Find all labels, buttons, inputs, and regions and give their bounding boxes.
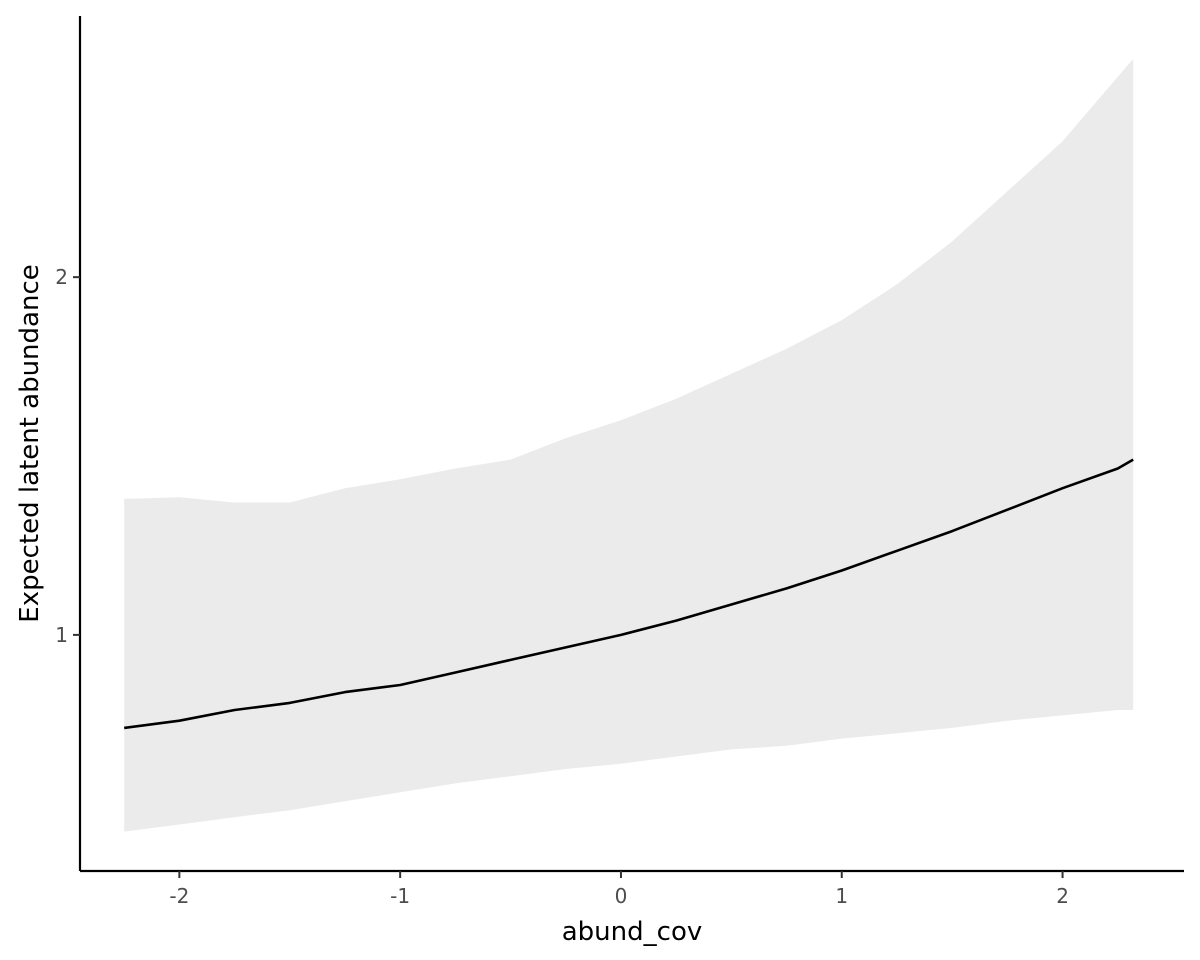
x-axis-ticks: -2 -1 0 1 2 — [169, 871, 1069, 908]
x-tick-label: -2 — [169, 884, 189, 908]
y-tick-label: 1 — [55, 623, 68, 647]
mean-line — [124, 458, 1134, 730]
x-tick-label: 0 — [615, 884, 628, 908]
y-axis-title: Expected latent abundance — [15, 264, 45, 622]
x-tick-label: 1 — [835, 884, 848, 908]
plot-area — [124, 58, 1134, 832]
y-axis-ticks: 12 — [55, 265, 80, 647]
x-axis-title: abund_cov — [562, 917, 703, 947]
y-tick-label: 2 — [55, 265, 68, 289]
x-tick-label: -1 — [390, 884, 410, 908]
confidence-ribbon — [124, 58, 1134, 832]
x-tick-label: 2 — [1056, 884, 1069, 908]
